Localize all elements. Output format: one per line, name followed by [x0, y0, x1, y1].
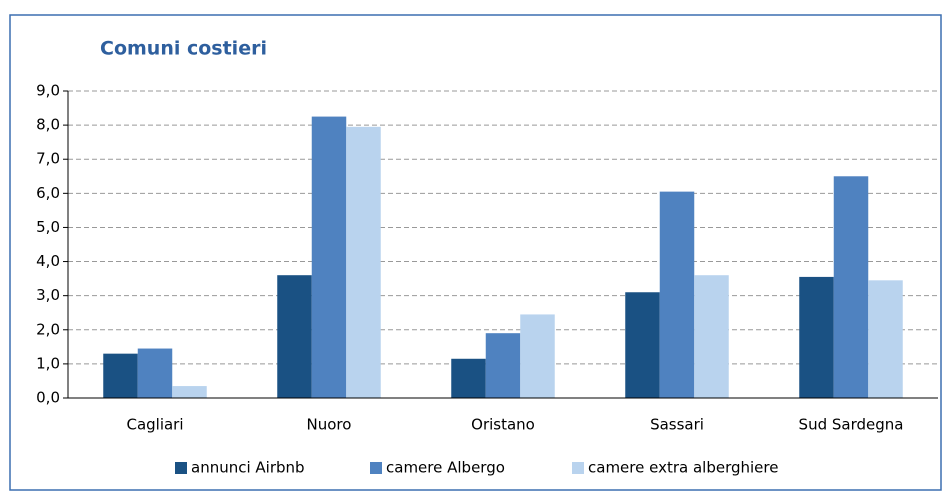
- bar: [277, 275, 312, 398]
- bar: [833, 176, 869, 398]
- bar: [172, 386, 207, 398]
- x-tick-label: Sassari: [650, 416, 704, 434]
- y-tick-label: 1,0: [36, 354, 60, 372]
- y-tick-label: 8,0: [36, 116, 60, 134]
- legend-swatch: [175, 462, 187, 474]
- bar: [346, 126, 381, 399]
- bar: [799, 276, 834, 398]
- bar: [311, 116, 347, 398]
- legend-label: annunci Airbnb: [191, 459, 305, 477]
- legend-swatch: [370, 462, 382, 474]
- legend-label: camere Albergo: [386, 459, 505, 477]
- x-tick-label: Oristano: [471, 416, 535, 434]
- bar: [137, 348, 173, 398]
- x-tick-label: Sud Sardegna: [799, 416, 904, 434]
- y-tick-label: 0,0: [36, 389, 60, 407]
- y-tick-label: 3,0: [36, 286, 60, 304]
- legend-label: camere extra alberghiere: [588, 459, 778, 477]
- y-tick-label: 2,0: [36, 320, 60, 338]
- bar: [868, 280, 903, 398]
- bar: [451, 358, 486, 398]
- y-tick-label: 9,0: [36, 82, 60, 100]
- x-tick-label: Cagliari: [126, 416, 183, 434]
- chart-frame: [9, 14, 942, 491]
- y-tick-label: 7,0: [36, 150, 60, 168]
- bar: [103, 353, 138, 398]
- bar: [694, 275, 729, 398]
- legend-swatch: [572, 462, 584, 474]
- y-tick-label: 4,0: [36, 252, 60, 270]
- bar: [625, 292, 660, 398]
- bar: [520, 314, 555, 398]
- y-tick-label: 5,0: [36, 218, 60, 236]
- bar: [485, 333, 521, 398]
- x-tick-label: Nuoro: [307, 416, 352, 434]
- chart-title: Comuni costieri: [100, 38, 267, 60]
- bar: [659, 191, 695, 398]
- y-tick-label: 6,0: [36, 184, 60, 202]
